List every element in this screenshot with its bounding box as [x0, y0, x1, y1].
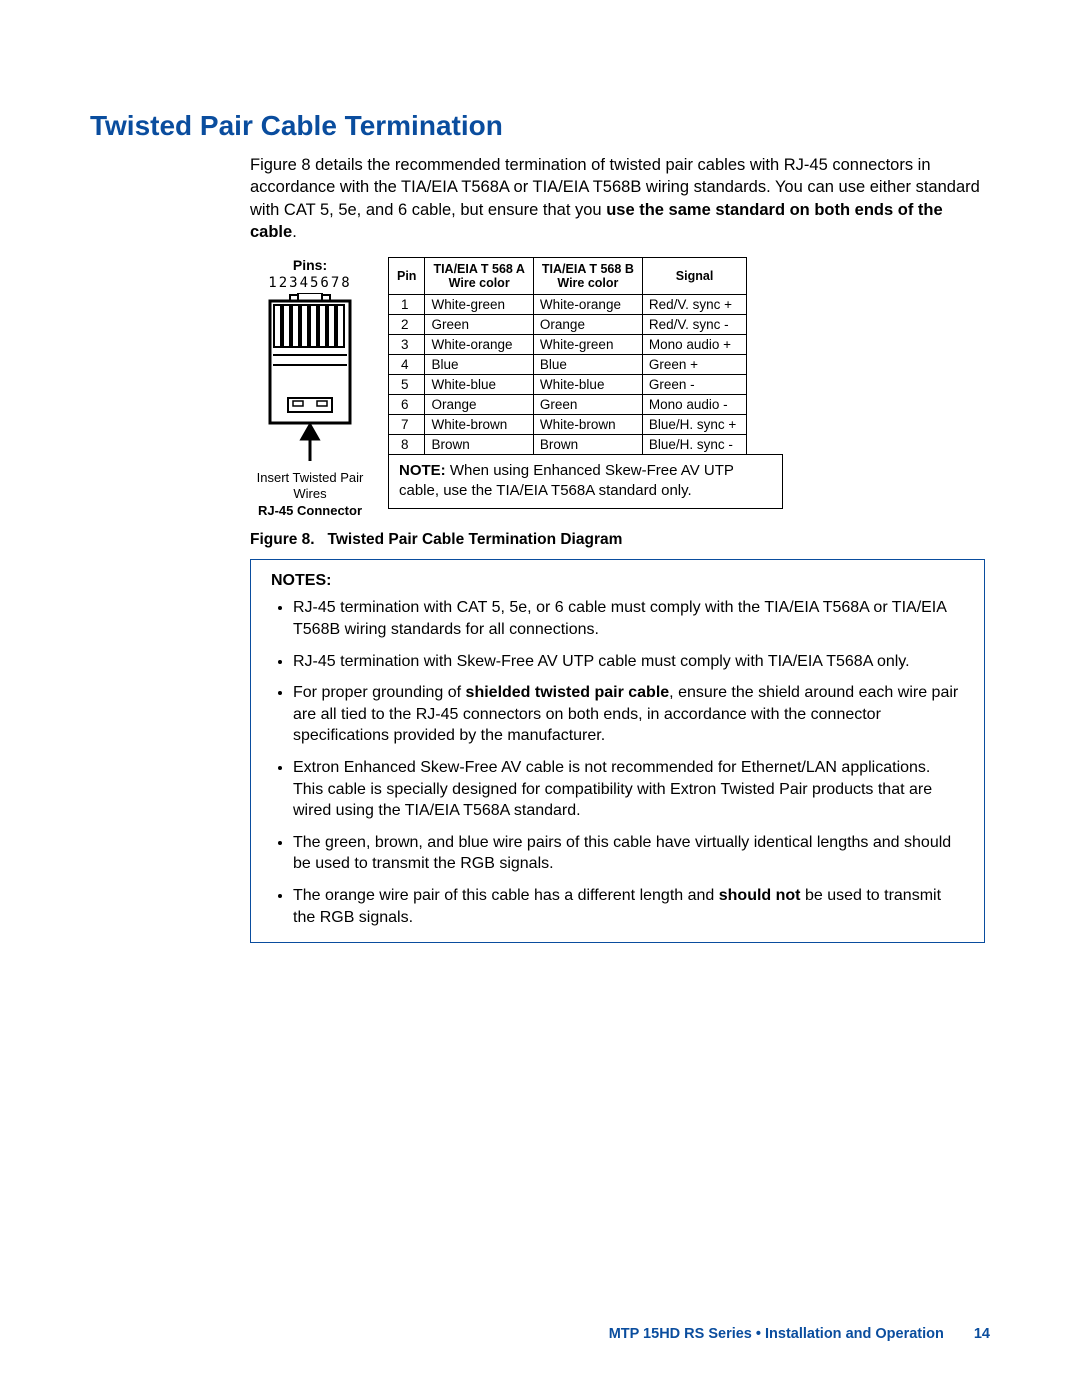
cell-pin: 4: [389, 355, 425, 375]
cell-568b: White-blue: [533, 375, 642, 395]
cell-signal: Red/V. sync +: [642, 295, 746, 315]
cell-568a: Orange: [425, 395, 533, 415]
figure-area: Pins: 12345678: [250, 257, 990, 519]
insert-text: Insert Twisted Pair Wires: [257, 470, 364, 501]
note-bold-span: should not: [719, 887, 801, 904]
th-pin: Pin: [389, 258, 425, 295]
cell-signal: Mono audio -: [642, 395, 746, 415]
footer-text: MTP 15HD RS Series • Installation and Op…: [609, 1326, 944, 1342]
cell-568a: White-green: [425, 295, 533, 315]
connector-caption: Insert Twisted Pair Wires RJ-45 Connecto…: [250, 470, 370, 519]
rj45-connector-diagram: Pins: 12345678: [250, 257, 370, 519]
table-row: 7White-brownWhite-brownBlue/H. sync +: [389, 415, 747, 435]
cell-568b: White-brown: [533, 415, 642, 435]
list-item: RJ-45 termination with CAT 5, 5e, or 6 c…: [293, 597, 964, 640]
cell-568a: White-orange: [425, 335, 533, 355]
table-header-row: Pin TIA/EIA T 568 AWire color TIA/EIA T …: [389, 258, 747, 295]
notes-header: NOTES:: [271, 570, 964, 592]
cell-pin: 6: [389, 395, 425, 415]
note-text-span: The green, brown, and blue wire pairs of…: [293, 834, 951, 873]
table-row: 2GreenOrangeRed/V. sync -: [389, 315, 747, 335]
note-text-span: Extron Enhanced Skew-Free AV cable is no…: [293, 759, 932, 819]
cell-pin: 8: [389, 435, 425, 455]
pins-label: Pins:: [250, 257, 370, 273]
cell-568a: White-brown: [425, 415, 533, 435]
figure-text: Twisted Pair Cable Termination Diagram: [328, 531, 623, 548]
table-row: 6OrangeGreenMono audio -: [389, 395, 747, 415]
cell-568b: White-orange: [533, 295, 642, 315]
cell-pin: 2: [389, 315, 425, 335]
cell-568a: White-blue: [425, 375, 533, 395]
list-item: The orange wire pair of this cable has a…: [293, 885, 964, 928]
cell-pin: 3: [389, 335, 425, 355]
rj45-icon: [260, 293, 360, 468]
cell-signal: Green -: [642, 375, 746, 395]
list-item: For proper grounding of shielded twisted…: [293, 682, 964, 747]
table-row: 4BlueBlueGreen +: [389, 355, 747, 375]
notes-list: RJ-45 termination with CAT 5, 5e, or 6 c…: [271, 597, 964, 928]
cell-568a: Green: [425, 315, 533, 335]
table-row: 3White-orangeWhite-greenMono audio +: [389, 335, 747, 355]
cell-signal: Mono audio +: [642, 335, 746, 355]
connector-name: RJ-45 Connector: [258, 503, 362, 518]
cell-568a: Brown: [425, 435, 533, 455]
cell-568b: Orange: [533, 315, 642, 335]
page-footer: MTP 15HD RS Series • Installation and Op…: [609, 1326, 990, 1342]
wire-color-table: Pin TIA/EIA T 568 AWire color TIA/EIA T …: [388, 257, 747, 455]
list-item: RJ-45 termination with Skew-Free AV UTP …: [293, 651, 964, 673]
cell-pin: 1: [389, 295, 425, 315]
figure-caption: Figure 8. Twisted Pair Cable Termination…: [250, 531, 990, 549]
list-item: Extron Enhanced Skew-Free AV cable is no…: [293, 757, 964, 822]
note-text-span: RJ-45 termination with Skew-Free AV UTP …: [293, 653, 910, 670]
table-row: 5White-blueWhite-blueGreen -: [389, 375, 747, 395]
cell-signal: Green +: [642, 355, 746, 375]
table-row: 8BrownBrownBlue/H. sync -: [389, 435, 747, 455]
notes-box: NOTES: RJ-45 termination with CAT 5, 5e,…: [250, 559, 985, 943]
wire-table-column: Pin TIA/EIA T 568 AWire color TIA/EIA T …: [388, 257, 783, 509]
note-bold-span: shielded twisted pair cable: [466, 684, 670, 701]
cell-568a: Blue: [425, 355, 533, 375]
list-item: The green, brown, and blue wire pairs of…: [293, 832, 964, 875]
note-text-span: The orange wire pair of this cable has a…: [293, 887, 719, 904]
cell-pin: 5: [389, 375, 425, 395]
note-text: When using Enhanced Skew-Free AV UTP cab…: [399, 462, 734, 499]
footer-page: 14: [974, 1326, 990, 1342]
cell-signal: Red/V. sync -: [642, 315, 746, 335]
th-568b: TIA/EIA T 568 BWire color: [533, 258, 642, 295]
section-title: Twisted Pair Cable Termination: [90, 110, 990, 142]
note-text-span: For proper grounding of: [293, 684, 466, 701]
cell-568b: Green: [533, 395, 642, 415]
figure-label: Figure 8.: [250, 531, 315, 548]
cell-568b: Blue: [533, 355, 642, 375]
intro-post: .: [292, 223, 297, 241]
intro-paragraph: Figure 8 details the recommended termina…: [250, 154, 990, 243]
cell-signal: Blue/H. sync +: [642, 415, 746, 435]
note-text-span: RJ-45 termination with CAT 5, 5e, or 6 c…: [293, 599, 946, 638]
th-568a: TIA/EIA T 568 AWire color: [425, 258, 533, 295]
cell-signal: Blue/H. sync -: [642, 435, 746, 455]
cell-pin: 7: [389, 415, 425, 435]
table-note: NOTE: When using Enhanced Skew-Free AV U…: [388, 454, 783, 509]
cell-568b: White-green: [533, 335, 642, 355]
pins-numbers: 12345678: [250, 275, 370, 291]
cell-568b: Brown: [533, 435, 642, 455]
th-signal: Signal: [642, 258, 746, 295]
note-bold: NOTE:: [399, 462, 446, 479]
table-row: 1White-greenWhite-orangeRed/V. sync +: [389, 295, 747, 315]
page: Twisted Pair Cable Termination Figure 8 …: [0, 0, 1080, 1397]
